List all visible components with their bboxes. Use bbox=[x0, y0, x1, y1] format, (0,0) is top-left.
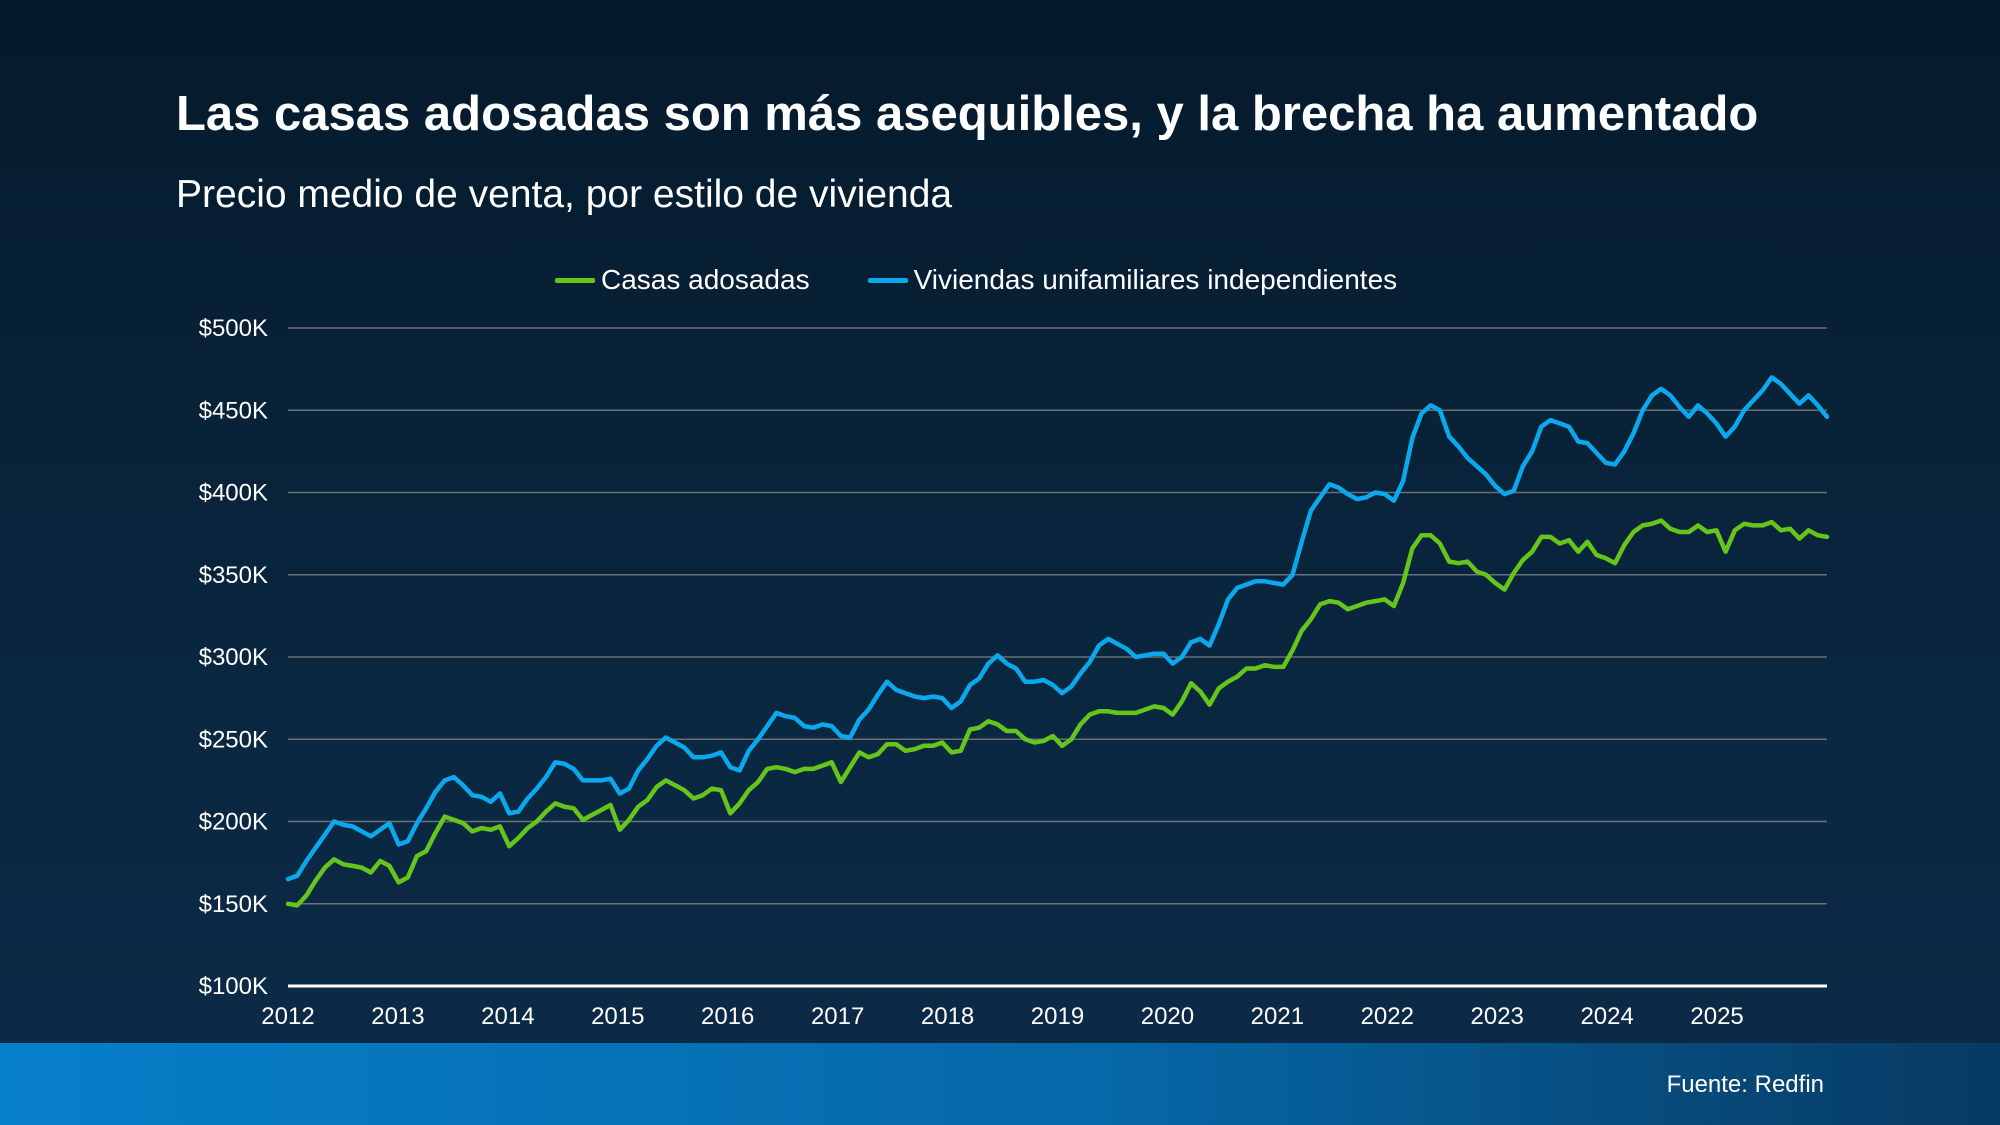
x-tick-label: 2021 bbox=[1251, 1003, 1304, 1030]
x-tick-label: 2012 bbox=[261, 1003, 314, 1030]
x-tick-label: 2024 bbox=[1580, 1003, 1633, 1030]
x-tick-label: 2015 bbox=[591, 1003, 644, 1030]
chart-subtitle: Precio medio de venta, por estilo de viv… bbox=[176, 173, 953, 216]
x-tick-label: 2022 bbox=[1361, 1003, 1414, 1030]
y-tick-label: $450K bbox=[199, 397, 268, 424]
y-tick-label: $400K bbox=[199, 480, 268, 507]
legend-item-single-family: Viviendas unifamiliares independientes bbox=[867, 264, 1398, 296]
x-tick-label: 2016 bbox=[701, 1003, 754, 1030]
x-tick-label: 2014 bbox=[481, 1003, 534, 1030]
y-tick-label: $500K bbox=[199, 315, 268, 342]
x-tick-label: 2020 bbox=[1141, 1003, 1194, 1030]
series-line-single-family bbox=[285, 375, 1830, 882]
series-line-townhouse bbox=[285, 518, 1830, 908]
legend-label-townhouse: Casas adosadas bbox=[601, 264, 810, 295]
legend-swatch-townhouse bbox=[555, 277, 595, 283]
x-tick-label: 2017 bbox=[811, 1003, 864, 1030]
y-tick-label: $250K bbox=[199, 726, 268, 753]
x-tick-label: 2018 bbox=[921, 1003, 974, 1030]
legend: Casas adosadas Viviendas unifamiliares i… bbox=[555, 264, 1397, 296]
x-tick-label: 2023 bbox=[1471, 1003, 1524, 1030]
y-tick-label: $200K bbox=[199, 809, 268, 836]
legend-label-single-family: Viviendas unifamiliares independientes bbox=[913, 264, 1398, 295]
y-tick-label: $350K bbox=[199, 562, 268, 589]
x-tick-label: 2019 bbox=[1031, 1003, 1084, 1030]
y-tick-label: $300K bbox=[199, 644, 268, 671]
x-tick-label: 2013 bbox=[371, 1003, 424, 1030]
source-note: Fuente: Redfin bbox=[1666, 1071, 1824, 1098]
legend-swatch-single-family bbox=[867, 277, 908, 283]
chart-title: Las casas adosadas son más asequibles, y… bbox=[176, 87, 1759, 141]
x-tick-label: 2025 bbox=[1690, 1003, 1743, 1030]
footer-band: Fuente: Redfin bbox=[0, 1043, 2000, 1125]
y-tick-label: $100K bbox=[199, 973, 268, 1000]
legend-item-townhouse: Casas adosadas bbox=[555, 264, 810, 296]
y-tick-label: $150K bbox=[199, 891, 268, 918]
